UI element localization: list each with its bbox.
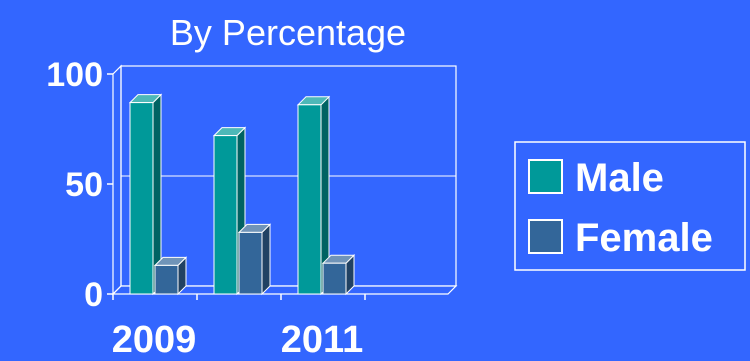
x-tick-labels: 2009 2011 <box>112 319 364 361</box>
bar-front <box>322 262 347 295</box>
legend-swatch <box>528 219 563 254</box>
y-tick-label: 0 <box>84 276 103 314</box>
legend-label: Male <box>575 156 664 200</box>
legend-swatch <box>528 159 563 194</box>
bar <box>321 253 356 296</box>
bar-front <box>154 264 179 295</box>
bar <box>153 256 188 296</box>
bar-front <box>238 231 263 295</box>
y-tick-label: 50 <box>65 166 103 204</box>
legend: Male Female <box>514 141 746 271</box>
y-tick-label: 100 <box>46 56 103 94</box>
legend-box <box>514 141 746 271</box>
chart-title: By Percentage <box>170 12 406 53</box>
bar <box>296 95 331 296</box>
x-tick-label: 2011 <box>281 319 363 361</box>
bars <box>128 93 356 296</box>
legend-label: Female <box>575 216 713 260</box>
bar-front <box>213 135 238 295</box>
x-tick-label: 2009 <box>112 319 197 361</box>
y-tick-labels: 0 50 100 <box>46 56 103 314</box>
axes <box>107 64 458 300</box>
bar <box>212 126 247 296</box>
bar-front <box>129 102 154 295</box>
bar-front <box>297 104 322 295</box>
bar-side <box>261 223 271 296</box>
plot-side-wall <box>112 64 122 296</box>
bar <box>237 223 272 296</box>
bar <box>128 93 163 296</box>
